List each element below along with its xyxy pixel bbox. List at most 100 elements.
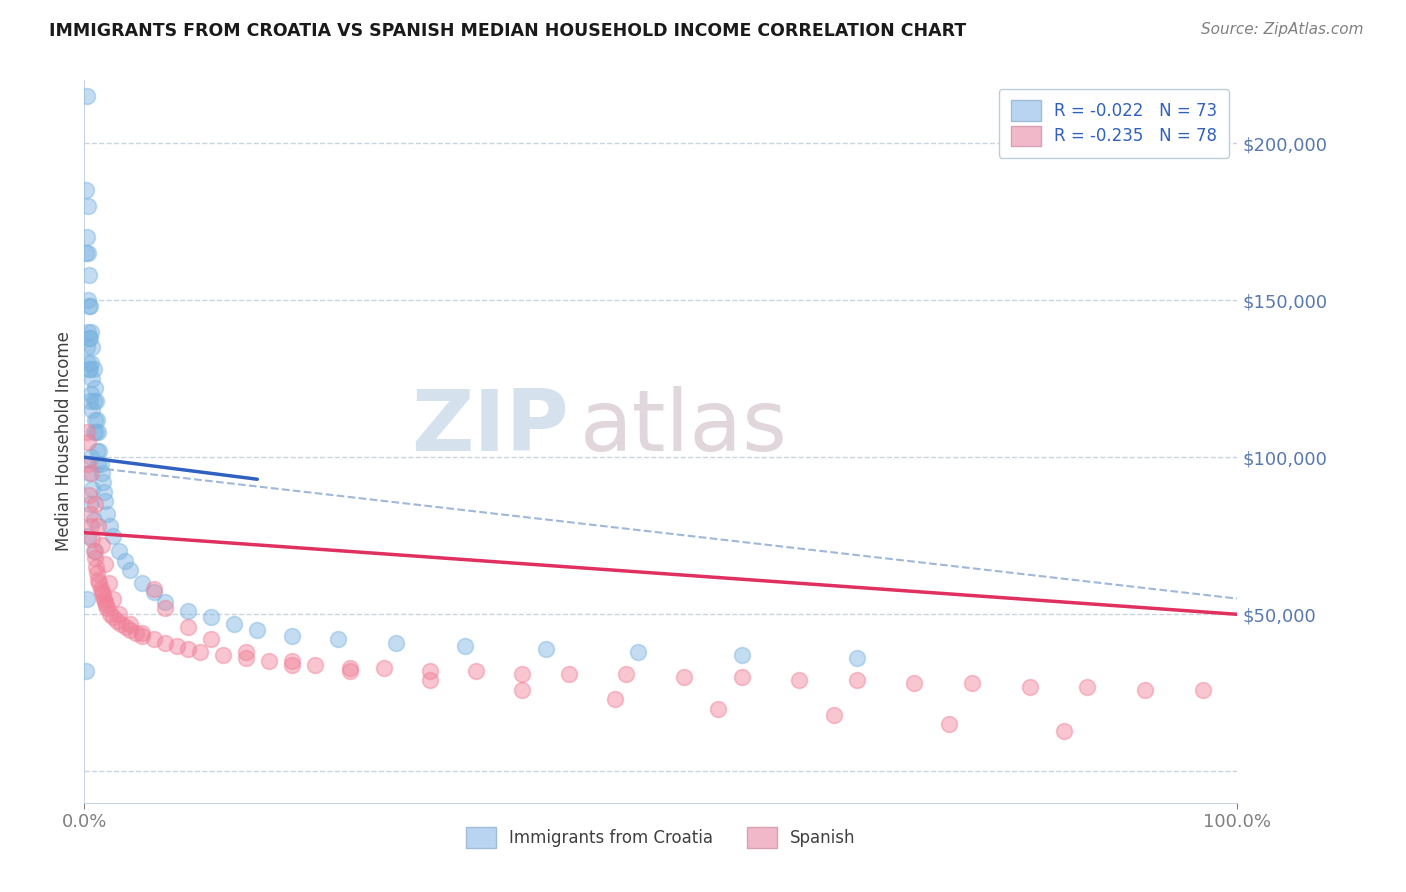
Point — [76, 457, 98, 471]
Point — [281, 629, 304, 643]
Point — [211, 648, 233, 662]
Point — [80, 356, 103, 370]
Text: IMMIGRANTS FROM CROATIA VS SPANISH MEDIAN HOUSEHOLD INCOME CORRELATION CHART: IMMIGRANTS FROM CROATIA VS SPANISH MEDIA… — [49, 22, 966, 40]
Point — [79, 362, 101, 376]
Point — [77, 362, 100, 376]
Point — [76, 340, 98, 354]
Point — [1076, 680, 1098, 694]
Point — [86, 444, 108, 458]
Point — [87, 573, 110, 587]
Point — [80, 519, 103, 533]
Point — [114, 554, 136, 568]
Point — [1133, 682, 1156, 697]
Point — [120, 563, 142, 577]
Point — [246, 623, 269, 637]
Point — [120, 623, 142, 637]
Point — [82, 532, 104, 546]
Point — [98, 607, 121, 622]
Point — [76, 293, 98, 308]
Point — [105, 614, 128, 628]
Point — [131, 626, 153, 640]
Point — [89, 575, 111, 590]
Point — [89, 457, 111, 471]
Point — [79, 300, 101, 314]
Point — [131, 575, 153, 590]
Point — [1191, 682, 1213, 697]
Point — [90, 466, 112, 480]
Point — [76, 434, 98, 449]
Text: Source: ZipAtlas.com: Source: ZipAtlas.com — [1201, 22, 1364, 37]
Point — [557, 667, 579, 681]
Point — [787, 673, 810, 688]
Point — [93, 591, 115, 606]
Point — [603, 692, 626, 706]
Point — [235, 645, 257, 659]
Point — [84, 560, 107, 574]
Point — [339, 661, 361, 675]
Text: ZIP: ZIP — [411, 385, 568, 468]
Point — [76, 89, 98, 103]
Point — [76, 230, 98, 244]
Point — [614, 667, 637, 681]
Point — [84, 393, 107, 408]
Point — [200, 610, 222, 624]
Point — [235, 651, 257, 665]
Y-axis label: Median Household Income: Median Household Income — [55, 332, 73, 551]
Point — [79, 507, 101, 521]
Point — [110, 616, 132, 631]
Point — [75, 664, 97, 678]
Point — [94, 494, 117, 508]
Point — [512, 667, 534, 681]
Point — [188, 645, 211, 659]
Point — [83, 513, 105, 527]
Point — [75, 246, 97, 260]
Point — [103, 529, 124, 543]
Point — [672, 670, 695, 684]
Point — [87, 425, 110, 439]
Point — [142, 582, 165, 597]
Point — [77, 300, 100, 314]
Point — [82, 403, 104, 417]
Point — [108, 607, 131, 622]
Text: atlas: atlas — [581, 385, 789, 468]
Point — [83, 497, 105, 511]
Point — [76, 425, 98, 439]
Point — [87, 457, 110, 471]
Point — [82, 340, 104, 354]
Point — [153, 601, 176, 615]
Legend: Immigrants from Croatia, Spanish: Immigrants from Croatia, Spanish — [454, 816, 868, 860]
Point — [142, 632, 165, 647]
Point — [823, 707, 845, 722]
Point — [108, 544, 131, 558]
Point — [80, 450, 103, 465]
Point — [903, 676, 925, 690]
Point — [86, 412, 108, 426]
Point — [89, 582, 111, 597]
Point — [512, 682, 534, 697]
Point — [200, 632, 222, 647]
Point — [80, 325, 103, 339]
Point — [79, 497, 101, 511]
Point — [79, 393, 101, 408]
Point — [257, 655, 280, 669]
Point — [960, 676, 983, 690]
Point — [419, 673, 441, 688]
Point — [419, 664, 441, 678]
Point — [177, 620, 200, 634]
Point — [77, 268, 100, 282]
Point — [77, 488, 100, 502]
Point — [89, 444, 111, 458]
Point — [91, 475, 114, 490]
Point — [103, 610, 124, 624]
Point — [730, 648, 752, 662]
Point — [96, 507, 118, 521]
Point — [91, 589, 114, 603]
Point — [98, 519, 121, 533]
Point — [224, 616, 246, 631]
Point — [845, 651, 868, 665]
Point — [96, 601, 118, 615]
Point — [83, 362, 105, 376]
Point — [304, 657, 326, 672]
Point — [76, 356, 98, 370]
Point — [80, 466, 103, 480]
